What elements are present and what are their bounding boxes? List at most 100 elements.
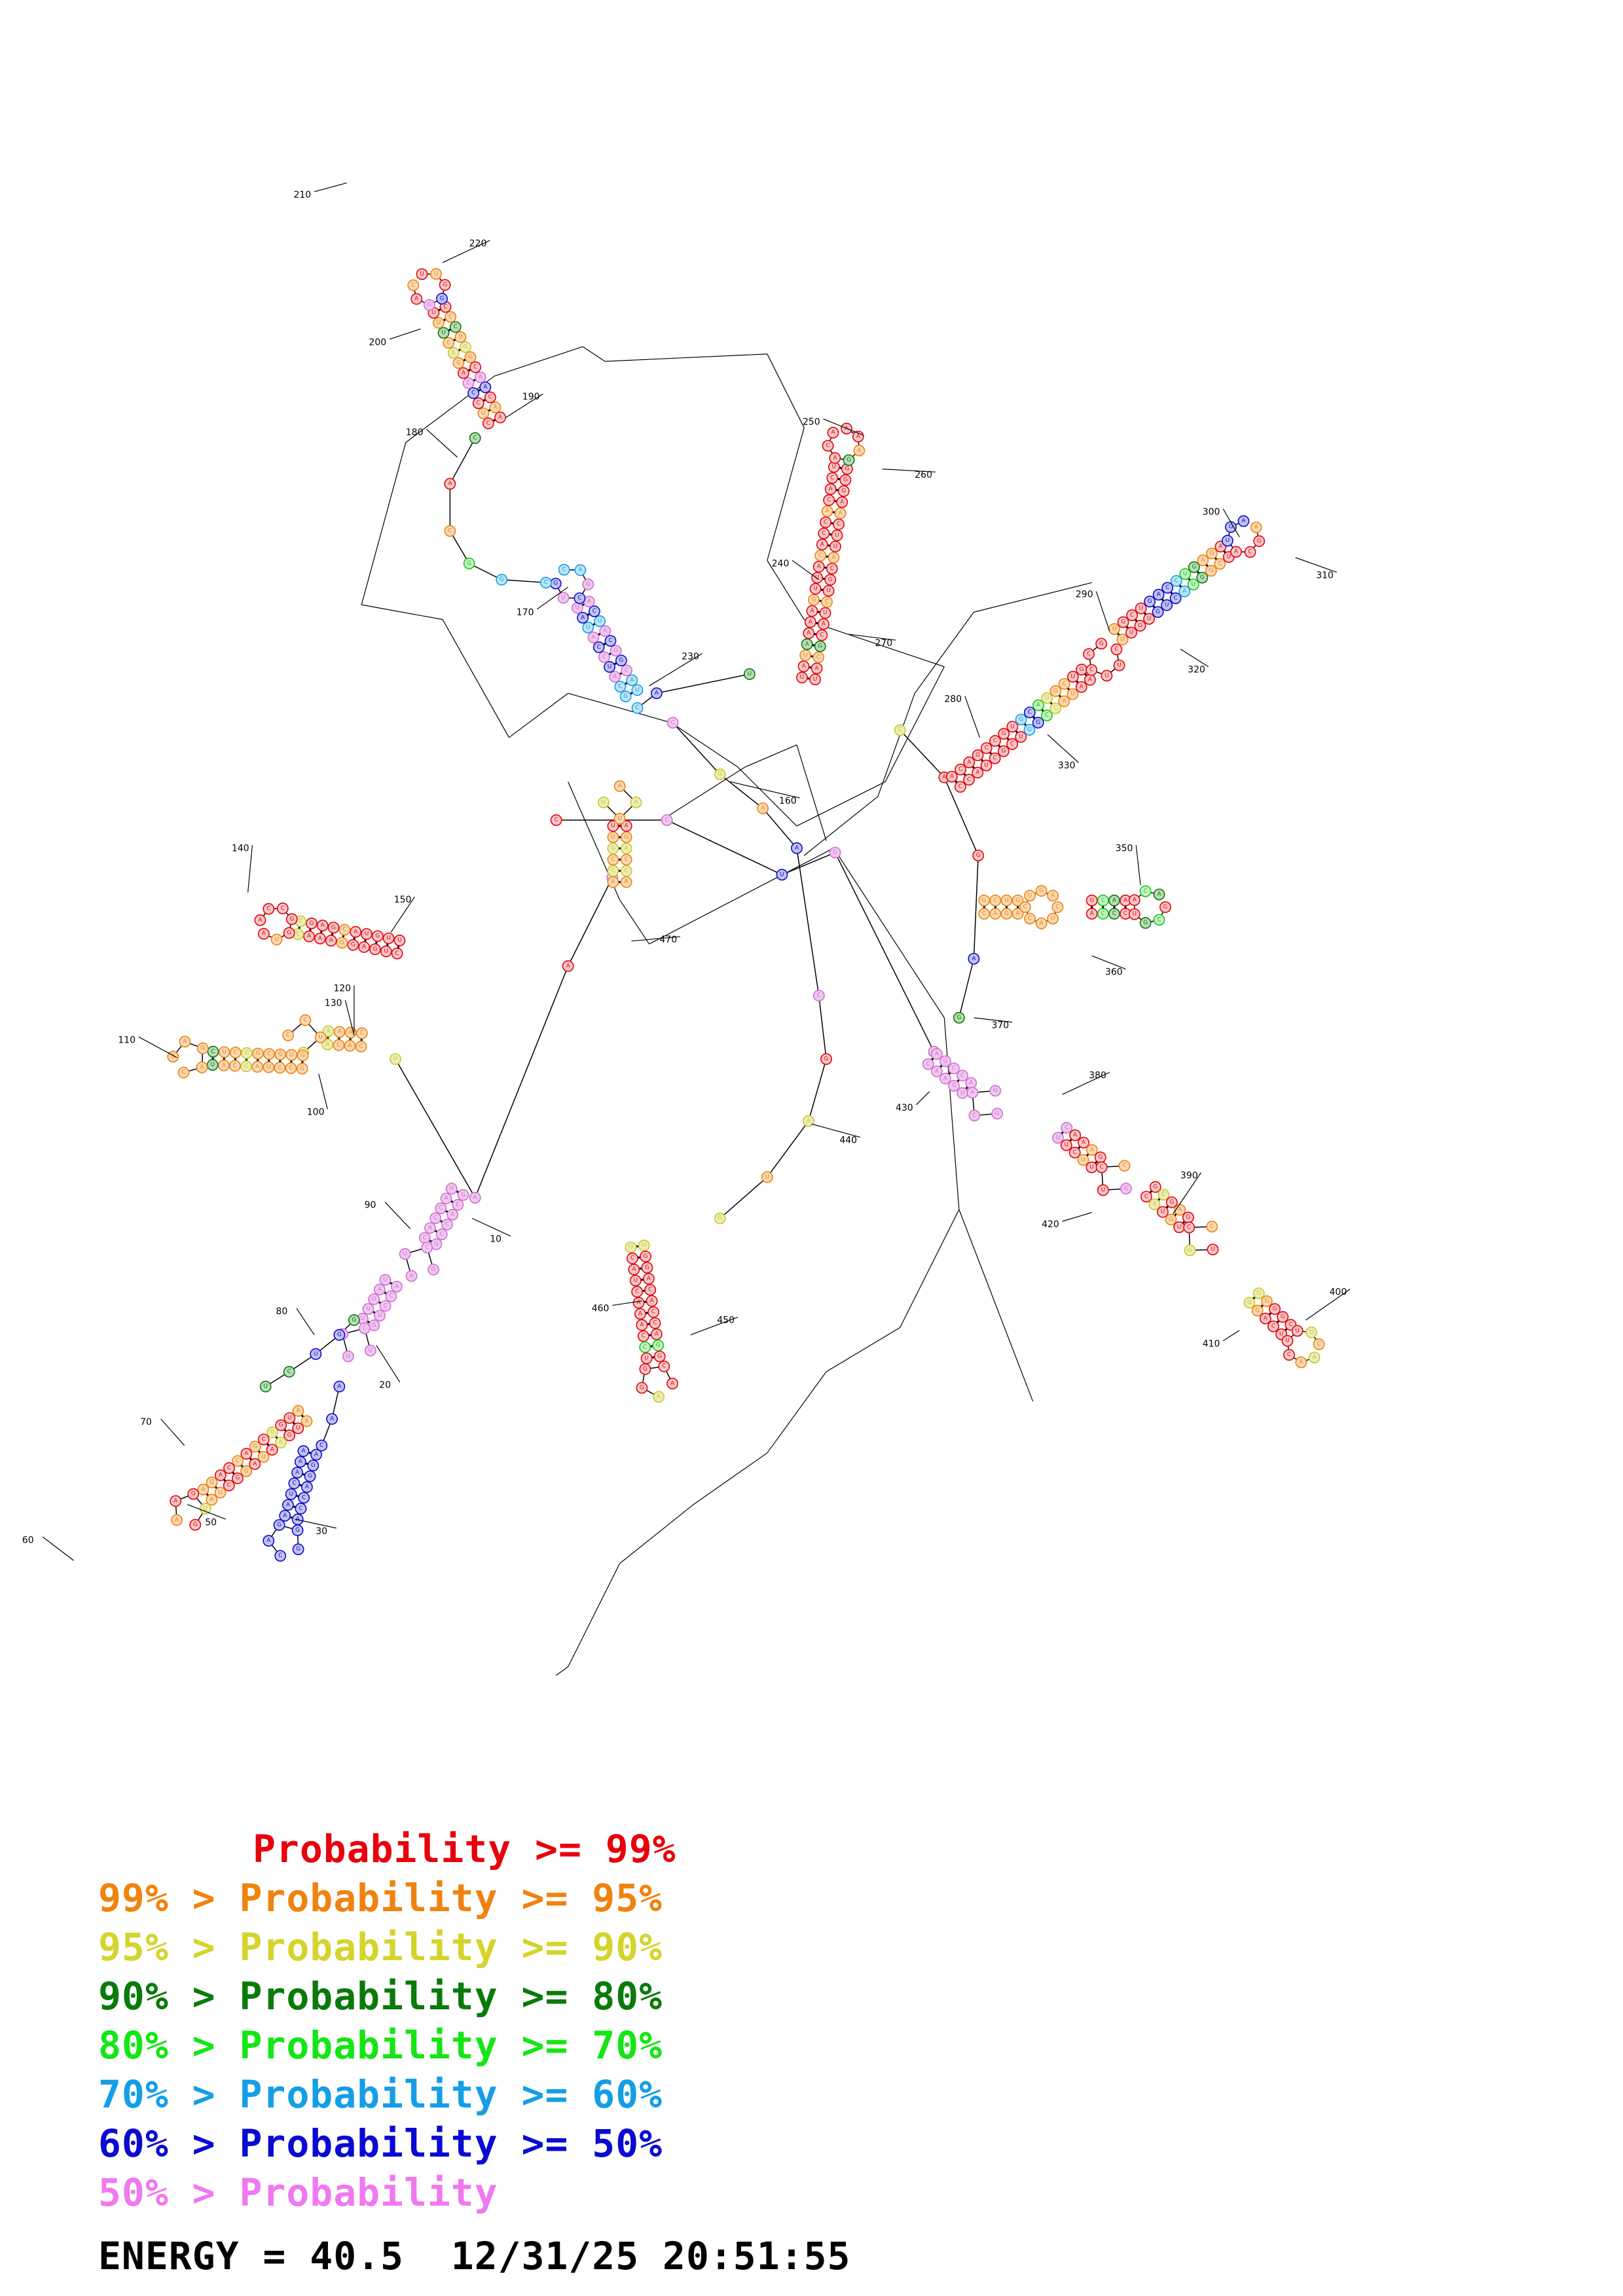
svg-text:C: C xyxy=(1271,1323,1275,1330)
svg-text:A: A xyxy=(349,1030,354,1036)
svg-text:C: C xyxy=(1248,548,1252,555)
label-leader xyxy=(1047,734,1079,763)
svg-text:A: A xyxy=(314,1452,319,1458)
nucleotide: U xyxy=(1143,613,1155,625)
nucleotide: G xyxy=(829,846,841,859)
nucleotide: G xyxy=(273,1519,285,1531)
svg-text:C: C xyxy=(287,1369,291,1375)
nucleotide: G xyxy=(1269,1303,1281,1315)
svg-text:U: U xyxy=(1177,1224,1182,1230)
label-leader xyxy=(1173,1172,1201,1215)
svg-text:U: U xyxy=(403,1251,407,1257)
nucleotide: C xyxy=(469,361,482,373)
svg-text:A: A xyxy=(253,1461,257,1467)
nucleotide: U xyxy=(1173,1221,1185,1233)
svg-text:U: U xyxy=(813,586,818,592)
svg-text:C: C xyxy=(425,1244,429,1251)
nucleotide: C xyxy=(207,1045,219,1058)
nucleotide: G xyxy=(206,1477,218,1488)
svg-text:G: G xyxy=(828,577,833,583)
nucleotide: U xyxy=(557,592,570,604)
legend-row-90: 95% > Probability >= 90% xyxy=(98,1924,663,1970)
nucleotide: U xyxy=(571,601,583,614)
nucleotide: A xyxy=(1128,894,1140,906)
nucleotide: A xyxy=(294,1456,306,1468)
legend-row-60: 70% > Probability >= 60% xyxy=(98,2072,663,2117)
nucleotide: G xyxy=(1159,901,1171,913)
nucleotide: U xyxy=(257,1451,270,1463)
nucleotide: G xyxy=(304,1470,316,1482)
nucleotide: U xyxy=(1060,1139,1072,1151)
nucleotide: A xyxy=(1035,917,1048,929)
backbone-segment xyxy=(818,996,827,1060)
nucleotide: U xyxy=(1161,599,1173,611)
position-label: 60 xyxy=(22,1535,34,1545)
svg-text:C: C xyxy=(266,906,270,912)
svg-text:A: A xyxy=(296,1516,301,1522)
nucleotide: G xyxy=(428,1263,440,1276)
nucleotide: A xyxy=(1075,681,1087,693)
svg-text:U: U xyxy=(561,594,566,601)
svg-text:C: C xyxy=(299,1505,302,1512)
svg-text:C: C xyxy=(360,1030,364,1037)
svg-text:A: A xyxy=(326,1028,331,1035)
position-label: 70 xyxy=(140,1417,152,1427)
svg-text:C: C xyxy=(181,1069,185,1076)
legend-label: Probability >= 95% xyxy=(239,1876,663,1920)
svg-text:U: U xyxy=(832,463,837,470)
svg-text:G: G xyxy=(434,1241,439,1247)
nucleotide: A xyxy=(249,1458,261,1470)
svg-text:C: C xyxy=(384,1302,388,1309)
svg-text:G: G xyxy=(427,302,431,308)
svg-text:C: C xyxy=(1123,910,1127,917)
svg-text:A: A xyxy=(630,677,634,683)
svg-text:A: A xyxy=(942,774,947,781)
nucleotide: U xyxy=(364,1344,376,1357)
svg-text:U: U xyxy=(449,1185,454,1192)
nucleotide: A xyxy=(447,347,460,359)
backbone-segment xyxy=(666,819,782,876)
nucleotide: G xyxy=(1094,1151,1106,1164)
nucleotide: A xyxy=(968,952,980,965)
label-leader xyxy=(247,845,253,893)
backbone-segment xyxy=(720,774,763,809)
nucleotide: A xyxy=(291,1467,303,1479)
svg-text:G: G xyxy=(847,457,851,463)
svg-text:C: C xyxy=(1288,1321,1292,1328)
svg-text:A: A xyxy=(448,480,452,487)
svg-text:G: G xyxy=(351,942,356,948)
svg-text:U: U xyxy=(441,330,446,336)
svg-text:A: A xyxy=(967,759,972,766)
svg-text:G: G xyxy=(309,920,314,927)
nucleotide: G xyxy=(305,917,318,929)
svg-text:U: U xyxy=(1101,1187,1106,1193)
nucleotide: G xyxy=(989,1085,1002,1097)
backbone-segment xyxy=(943,1017,960,1210)
svg-text:A: A xyxy=(950,774,955,780)
nucleotide: C xyxy=(429,1212,442,1225)
nucleotide: C xyxy=(954,781,966,793)
svg-text:C: C xyxy=(818,552,822,559)
svg-text:A: A xyxy=(840,499,845,505)
nucleotide: G xyxy=(640,1250,651,1263)
nucleotide: G xyxy=(283,1429,295,1442)
backbone-segment xyxy=(663,766,746,819)
backbone-segment xyxy=(720,1176,768,1219)
label-leader xyxy=(1095,591,1110,632)
nucleotide: U xyxy=(1281,1335,1294,1347)
legend-range: 95% > xyxy=(98,1925,240,1969)
svg-text:C: C xyxy=(625,856,629,863)
nucleotide: C xyxy=(484,391,496,403)
label-leader xyxy=(426,429,458,458)
position-label: 260 xyxy=(915,470,932,480)
nucleotide: C xyxy=(276,903,289,914)
nucleotide: U xyxy=(433,317,445,329)
nucleotide: G xyxy=(824,573,837,586)
svg-text:U: U xyxy=(296,1425,301,1431)
svg-text:A: A xyxy=(1201,557,1205,564)
svg-text:G: G xyxy=(1188,1247,1192,1253)
svg-text:A: A xyxy=(1158,891,1162,898)
backbone-segment xyxy=(833,848,945,1018)
nucleotide: A xyxy=(206,1494,218,1506)
nucleotide: G xyxy=(1196,571,1209,584)
